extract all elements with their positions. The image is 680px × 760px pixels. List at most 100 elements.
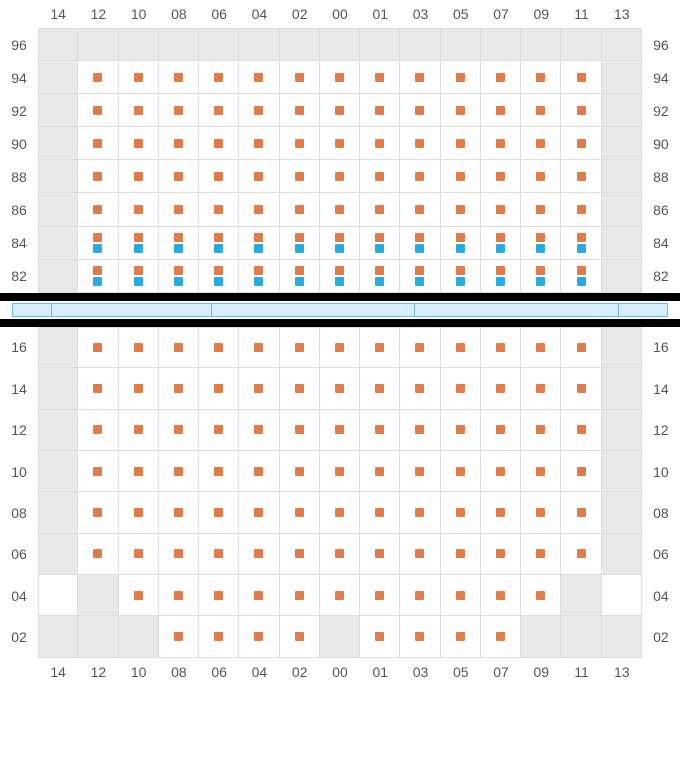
seat-cell[interactable] — [400, 410, 440, 451]
seat-cell[interactable] — [400, 492, 440, 533]
seat-cell[interactable] — [280, 160, 320, 193]
seat-cell[interactable] — [159, 327, 199, 368]
seat-cell[interactable] — [561, 327, 601, 368]
seat-cell[interactable] — [119, 160, 159, 193]
seat-cell[interactable] — [400, 160, 440, 193]
seat-cell[interactable] — [280, 327, 320, 368]
seat-cell[interactable] — [400, 368, 440, 409]
seat-cell[interactable] — [280, 410, 320, 451]
seat-cell[interactable] — [239, 327, 279, 368]
seat-cell[interactable] — [159, 368, 199, 409]
seat-cell[interactable] — [159, 575, 199, 616]
seat-cell[interactable] — [280, 127, 320, 160]
seat-cell[interactable] — [521, 160, 561, 193]
seat-cell[interactable] — [561, 127, 601, 160]
seat-cell[interactable] — [239, 193, 279, 226]
seat-cell[interactable] — [119, 193, 159, 226]
seat-cell[interactable] — [441, 127, 481, 160]
seat-cell[interactable] — [280, 260, 320, 293]
seat-cell[interactable] — [320, 451, 360, 492]
seat-cell[interactable] — [360, 575, 400, 616]
seat-cell[interactable] — [521, 127, 561, 160]
seat-cell[interactable] — [521, 451, 561, 492]
seat-cell[interactable] — [280, 616, 320, 657]
seat-cell[interactable] — [360, 492, 400, 533]
seat-cell[interactable] — [320, 410, 360, 451]
seat-cell[interactable] — [521, 227, 561, 260]
seat-cell[interactable] — [159, 61, 199, 94]
seat-cell[interactable] — [320, 368, 360, 409]
seat-cell[interactable] — [360, 193, 400, 226]
seat-cell[interactable] — [78, 94, 118, 127]
seat-cell[interactable] — [320, 61, 360, 94]
seat-cell[interactable] — [239, 451, 279, 492]
seat-cell[interactable] — [78, 160, 118, 193]
seat-cell[interactable] — [119, 534, 159, 575]
seat-cell[interactable] — [561, 368, 601, 409]
seat-cell[interactable] — [441, 368, 481, 409]
seat-cell[interactable] — [320, 492, 360, 533]
seat-cell[interactable] — [280, 575, 320, 616]
seat-cell[interactable] — [159, 616, 199, 657]
seat-cell[interactable] — [239, 260, 279, 293]
seat-cell[interactable] — [320, 260, 360, 293]
seat-cell[interactable] — [78, 327, 118, 368]
seat-cell[interactable] — [441, 61, 481, 94]
seat-cell[interactable] — [521, 260, 561, 293]
seat-cell[interactable] — [239, 492, 279, 533]
seat-cell[interactable] — [481, 160, 521, 193]
seat-cell[interactable] — [320, 534, 360, 575]
seat-cell[interactable] — [159, 492, 199, 533]
seat-cell[interactable] — [400, 534, 440, 575]
seat-cell[interactable] — [561, 61, 601, 94]
seat-cell[interactable] — [119, 327, 159, 368]
seat-cell[interactable] — [119, 451, 159, 492]
seat-cell[interactable] — [481, 616, 521, 657]
seat-cell[interactable] — [239, 61, 279, 94]
seat-cell[interactable] — [199, 451, 239, 492]
seat-cell[interactable] — [561, 451, 601, 492]
seat-cell[interactable] — [561, 410, 601, 451]
seat-cell[interactable] — [360, 534, 400, 575]
seat-cell[interactable] — [441, 492, 481, 533]
seat-cell[interactable] — [360, 451, 400, 492]
seat-cell[interactable] — [561, 160, 601, 193]
seat-cell[interactable] — [400, 193, 440, 226]
seat-cell[interactable] — [159, 94, 199, 127]
seat-cell[interactable] — [441, 94, 481, 127]
seat-cell[interactable] — [159, 451, 199, 492]
seat-cell[interactable] — [441, 451, 481, 492]
seat-cell[interactable] — [561, 227, 601, 260]
seat-cell[interactable] — [320, 127, 360, 160]
seat-cell[interactable] — [360, 94, 400, 127]
seat-cell[interactable] — [119, 575, 159, 616]
seat-cell[interactable] — [561, 492, 601, 533]
seat-cell[interactable] — [360, 616, 400, 657]
seat-cell[interactable] — [561, 534, 601, 575]
seat-cell[interactable] — [239, 410, 279, 451]
seat-cell[interactable] — [159, 227, 199, 260]
seat-cell[interactable] — [239, 575, 279, 616]
seat-cell[interactable] — [400, 575, 440, 616]
seat-cell[interactable] — [481, 227, 521, 260]
seat-cell[interactable] — [280, 368, 320, 409]
seat-cell[interactable] — [280, 61, 320, 94]
seat-cell[interactable] — [239, 160, 279, 193]
seat-cell[interactable] — [481, 127, 521, 160]
seat-cell[interactable] — [441, 616, 481, 657]
seat-cell[interactable] — [119, 492, 159, 533]
seat-cell[interactable] — [561, 193, 601, 226]
seat-cell[interactable] — [441, 575, 481, 616]
seat-cell[interactable] — [360, 260, 400, 293]
seat-cell[interactable] — [199, 127, 239, 160]
seat-cell[interactable] — [441, 410, 481, 451]
seat-cell[interactable] — [481, 534, 521, 575]
seat-cell[interactable] — [441, 534, 481, 575]
seat-cell[interactable] — [78, 193, 118, 226]
seat-cell[interactable] — [400, 127, 440, 160]
seat-cell[interactable] — [481, 61, 521, 94]
seat-cell[interactable] — [521, 534, 561, 575]
seat-cell[interactable] — [360, 410, 400, 451]
seat-cell[interactable] — [320, 94, 360, 127]
seat-cell[interactable] — [521, 61, 561, 94]
